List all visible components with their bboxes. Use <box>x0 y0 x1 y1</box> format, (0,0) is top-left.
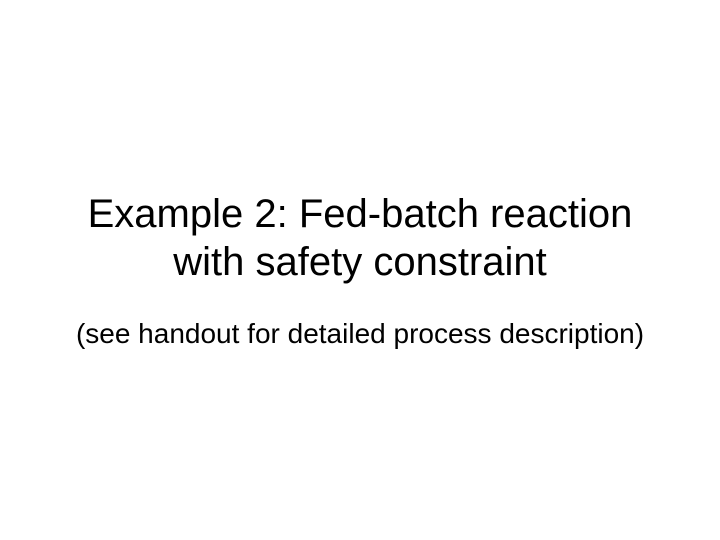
slide-title: Example 2: Fed-batch reaction with safet… <box>60 190 660 286</box>
slide-subtitle: (see handout for detailed process descri… <box>76 316 644 351</box>
